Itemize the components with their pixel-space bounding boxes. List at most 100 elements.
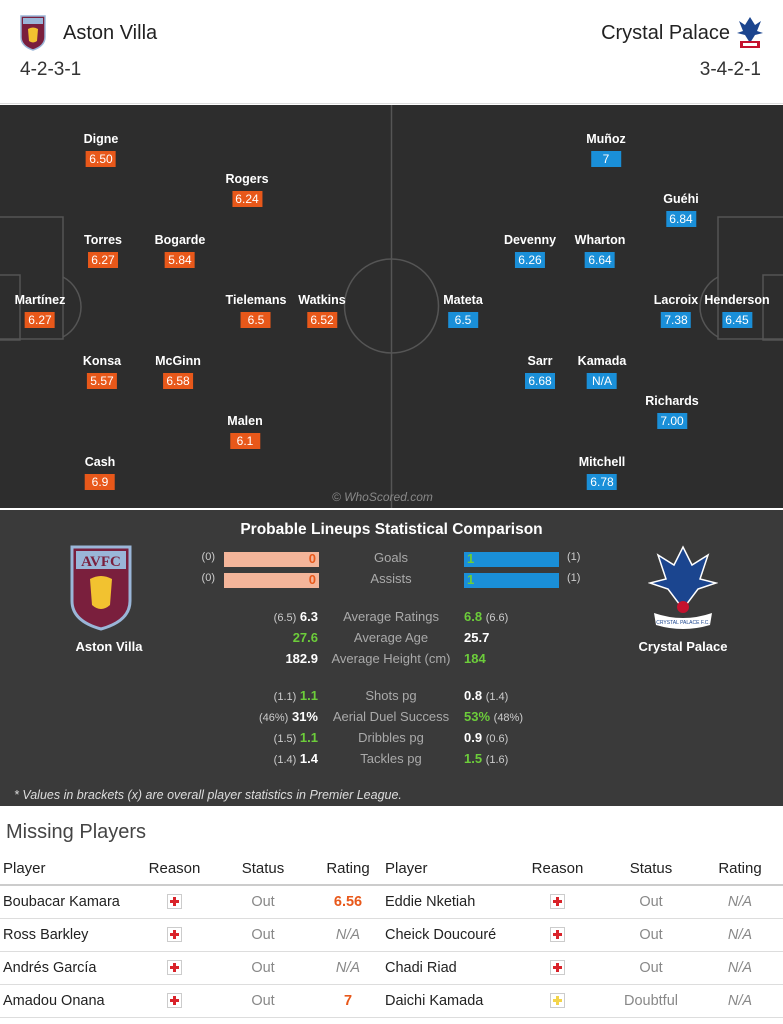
away-player[interactable]: Kamada N/A xyxy=(577,354,627,390)
home-player[interactable]: McGinn 6.58 xyxy=(155,354,201,390)
player-name: Bogarde xyxy=(154,233,206,247)
player-name: Wharton xyxy=(574,233,626,247)
home-value: (6.5) 6.3 xyxy=(274,609,318,624)
home-player[interactable]: Bogarde 5.84 xyxy=(154,233,206,269)
player-rating: 6.27 xyxy=(24,312,55,328)
reason-cell xyxy=(510,885,605,919)
away-goals-bar: 1 xyxy=(464,551,559,567)
player-name: McGinn xyxy=(155,354,201,368)
stat-label: Average Ratings xyxy=(343,609,439,624)
table-row: Andrés García Out N/A Chadi Riad Out N/A xyxy=(0,951,783,985)
stat-label: Aerial Duel Success xyxy=(332,709,450,724)
player-rating: 6.26 xyxy=(514,252,545,268)
stat-label: Average Height (cm) xyxy=(331,651,451,666)
home-player[interactable]: Martínez 6.27 xyxy=(15,293,65,329)
home-player[interactable]: Watkins 6.52 xyxy=(298,293,346,329)
footnote: * Values in brackets (x) are overall pla… xyxy=(14,788,402,802)
status-cell: Out xyxy=(605,918,697,952)
player-name[interactable]: Daichi Kamada xyxy=(382,984,510,1018)
rating-cell: N/A xyxy=(697,951,783,985)
player-name: Kamada xyxy=(577,354,627,368)
player-rating: 7 xyxy=(590,151,621,167)
col-reason[interactable]: Reason xyxy=(510,852,605,886)
away-player[interactable]: Richards 7.00 xyxy=(645,394,699,430)
player-name: Muñoz xyxy=(586,132,626,146)
home-player[interactable]: Rogers 6.24 xyxy=(225,172,269,208)
player-name[interactable]: Chadi Riad xyxy=(382,951,510,985)
stat-label: Tackles pg xyxy=(360,751,422,766)
away-player[interactable]: Lacroix 7.38 xyxy=(654,293,698,329)
away-bracket: (48%) xyxy=(493,712,523,724)
rating-cell: N/A xyxy=(697,984,783,1018)
player-name[interactable]: Amadou Onana xyxy=(0,984,137,1018)
home-assists-bar: 0 xyxy=(224,572,319,588)
col-rating[interactable]: Rating xyxy=(697,852,783,886)
player-rating: 6.52 xyxy=(307,312,337,328)
player-rating: 6.9 xyxy=(84,474,115,490)
away-player[interactable]: Sarr 6.68 xyxy=(525,354,555,390)
player-name[interactable]: Eddie Nketiah xyxy=(382,885,510,919)
away-player[interactable]: Guéhi 6.84 xyxy=(663,192,699,228)
col-player[interactable]: Player xyxy=(382,852,510,886)
aerial-row: (46%) 31% Aerial Duel Success 53% (48%) xyxy=(0,709,783,729)
status-cell: Out xyxy=(212,951,314,985)
col-status[interactable]: Status xyxy=(605,852,697,886)
pitch-markings xyxy=(0,105,783,508)
home-assists-value: 0 xyxy=(308,572,316,587)
home-team-label: Aston Villa xyxy=(75,639,143,654)
reason-cell xyxy=(137,951,212,985)
home-player[interactable]: Cash 6.9 xyxy=(84,455,115,491)
player-name: Watkins xyxy=(298,293,346,307)
away-player[interactable]: Muñoz 7 xyxy=(586,132,626,168)
home-team-name[interactable]: Aston Villa xyxy=(63,22,158,44)
col-status[interactable]: Status xyxy=(212,852,314,886)
stat-label: Shots pg xyxy=(365,688,417,703)
away-player[interactable]: Wharton 6.64 xyxy=(574,233,626,269)
player-name[interactable]: Ross Barkley xyxy=(0,918,137,952)
home-player[interactable]: Konsa 5.57 xyxy=(83,354,121,390)
status-cell: Out xyxy=(212,918,314,952)
table-row: Ross Barkley Out N/A Cheick Doucouré Out… xyxy=(0,918,783,952)
rating-cell: 6.56 xyxy=(314,885,382,919)
away-team-name[interactable]: Crystal Palace xyxy=(601,22,730,44)
away-player[interactable]: Mitchell 6.78 xyxy=(579,455,625,491)
reason-cell xyxy=(510,951,605,985)
rating-cell: N/A xyxy=(697,918,783,952)
home-bracket: (46%) xyxy=(259,712,289,724)
home-stat: 31% xyxy=(291,709,318,724)
home-bracket: (1.5) xyxy=(273,733,297,745)
injury-icon xyxy=(550,927,565,943)
stat-label: Dribbles pg xyxy=(358,730,424,745)
player-name[interactable]: Cheick Doucouré xyxy=(382,918,510,952)
away-bracket: (6.6) xyxy=(485,612,509,624)
away-stat: 6.8 xyxy=(464,609,483,624)
shots-row: (1.1) 1.1 Shots pg 0.8 (1.4) xyxy=(0,688,783,708)
player-rating: 6.50 xyxy=(85,151,116,167)
away-player[interactable]: Henderson 6.45 xyxy=(704,293,770,329)
away-value: 53% (48%) xyxy=(464,709,523,724)
stat-label: Average Age xyxy=(353,630,429,645)
home-player[interactable]: Malen 6.1 xyxy=(227,414,263,450)
player-name[interactable]: Andrés García xyxy=(0,951,137,985)
player-name[interactable]: Boubacar Kamara xyxy=(0,885,137,919)
home-player[interactable]: Tielemans 6.5 xyxy=(226,293,286,329)
avg-age-row: 27.6 Average Age 25.7 xyxy=(0,630,783,650)
away-player[interactable]: Mateta 6.5 xyxy=(443,293,483,329)
col-rating[interactable]: Rating xyxy=(314,852,382,886)
away-stat: 53% xyxy=(464,709,491,724)
player-rating: 6.68 xyxy=(525,373,555,389)
home-stat: 27.6 xyxy=(292,630,318,645)
home-player[interactable]: Digne 6.50 xyxy=(84,132,118,168)
col-player[interactable]: Player xyxy=(0,852,137,886)
player-rating: 6.64 xyxy=(585,252,615,268)
player-rating: 6.78 xyxy=(586,474,617,490)
away-player[interactable]: Devenny 6.26 xyxy=(504,233,556,269)
lineup-pitch: Digne 6.50 Rogers 6.24 Torres 6.27 Bogarde 5… xyxy=(0,105,783,508)
avg-ratings-row: (6.5) 6.3 Average Ratings 6.8 (6.6) xyxy=(0,609,783,629)
player-rating: 7.38 xyxy=(661,312,691,328)
player-name: Richards xyxy=(645,394,699,408)
col-reason[interactable]: Reason xyxy=(137,852,212,886)
statistical-comparison: Probable Lineups Statistical Comparison … xyxy=(0,510,783,806)
home-player[interactable]: Torres 6.27 xyxy=(84,233,122,269)
player-rating: 6.45 xyxy=(721,312,752,328)
